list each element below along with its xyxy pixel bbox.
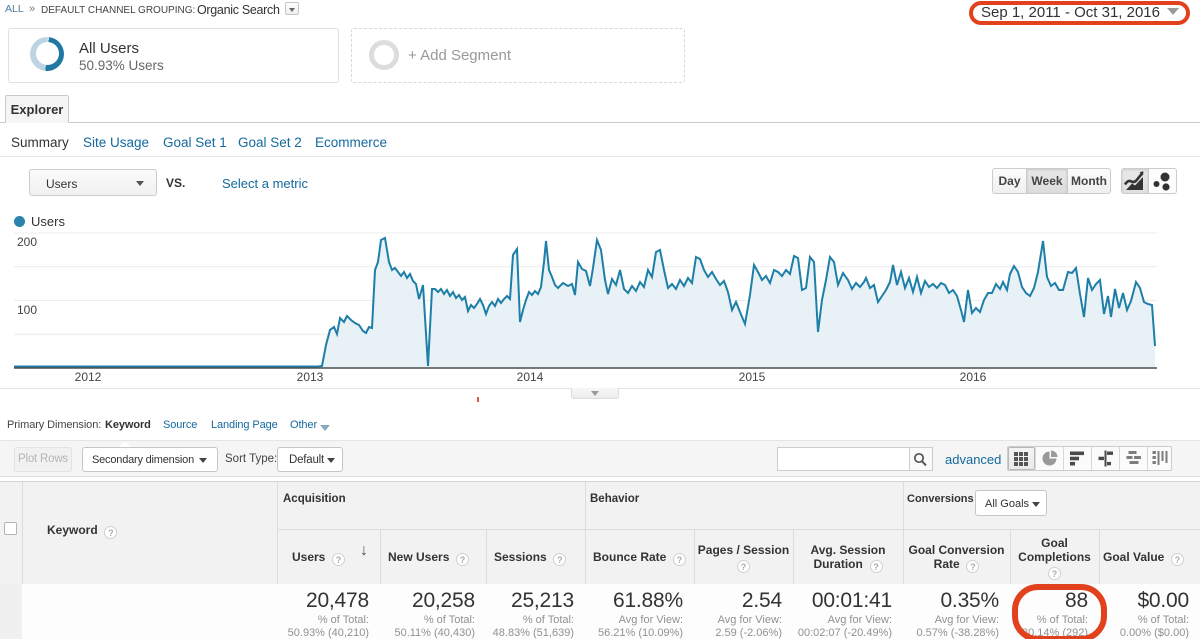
svg-text:2012: 2012 bbox=[75, 370, 102, 384]
svg-text:2016: 2016 bbox=[960, 370, 987, 384]
svg-text:2013: 2013 bbox=[297, 370, 324, 384]
svg-text:100: 100 bbox=[17, 303, 37, 317]
svg-text:200: 200 bbox=[17, 235, 37, 249]
svg-text:2014: 2014 bbox=[517, 370, 544, 384]
svg-text:2015: 2015 bbox=[739, 370, 766, 384]
